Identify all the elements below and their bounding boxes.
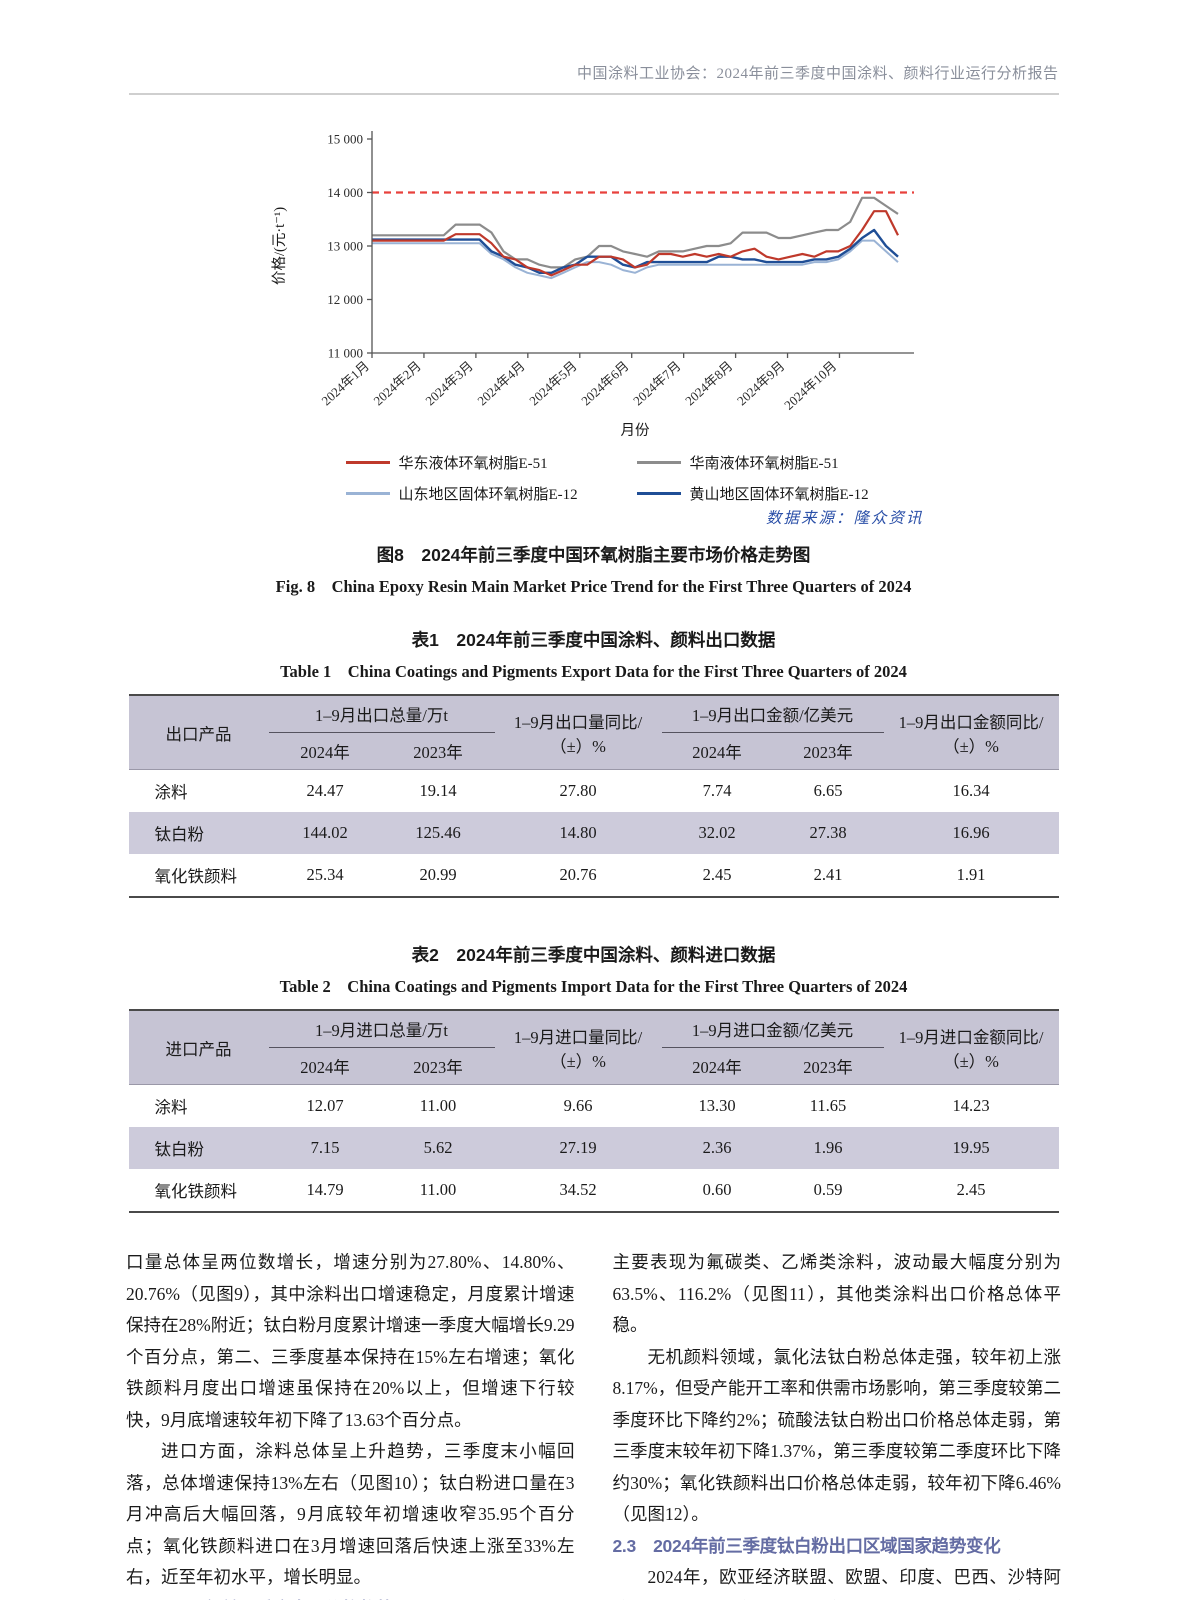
svg-text:月份: 月份 xyxy=(620,422,649,439)
svg-text:2024年7月: 2024年7月 xyxy=(630,358,684,408)
figure-8-chart: 15 000 14 000 13 000 12 000 11 000 2024年1月 202… xyxy=(254,121,934,528)
table-row: 涂料 24.47 19.14 27.80 7.74 6.65 16.34 xyxy=(154,781,990,802)
col-header-2023: 2023年 xyxy=(381,1047,495,1085)
col-header-qty-group: 1–9月进口总量/万t xyxy=(268,1010,495,1048)
chart-legend: 华东液体环氧树脂E-51 华南液体环氧树脂E-51 山东地区固体环氧树脂E-12 黄山… xyxy=(284,452,934,504)
section-heading-2-3: 2.3 2024年前三季度钛白粉出口区域国家趋势变化 xyxy=(612,1535,1001,1556)
legend-label: 黄山地区固体环氧树脂E-12 xyxy=(689,487,869,503)
figure-caption-zh: 图8 2024年前三季度中国环氧树脂主要市场价格走势图 xyxy=(376,545,811,565)
table-row: 钛白粉 144.02 125.46 14.80 32.02 27.38 16.96 xyxy=(128,812,1059,854)
right-column: 主要表现为氟碳类、乙烯类涂料，波动最大幅度分别为63.5%、116.2%（见图1… xyxy=(613,1247,1062,1600)
col-header-2024: 2024年 xyxy=(268,732,382,770)
col-header-amt-group: 1–9月出口金额/亿美元 xyxy=(661,695,884,733)
col-header-2024: 2024年 xyxy=(268,1047,382,1085)
paragraph: 无机颜料领域，氯化法钛白粉总体走强，较年初上涨8.17%，但受产能开工率和供需市… xyxy=(612,1346,1062,1525)
section-heading-2-2: 2.2 2024年前三季度出口价格趋势 xyxy=(126,1594,575,1600)
paragraph: 口量总体呈两位数增长，增速分别为27.80%、14.80%、20.76%（见图9… xyxy=(126,1252,575,1430)
svg-text:2024年2月: 2024年2月 xyxy=(370,358,424,408)
table1-title-en: Table 1 China Coatings and Pigments Expo… xyxy=(280,662,907,681)
export-table: 出口产品 1–9月出口总量/万t 1–9月出口量同比/（±）% 1–9月出口金额… xyxy=(128,694,1059,898)
figure-caption-en: Fig. 8 China Epoxy Resin Main Market Pri… xyxy=(275,577,912,596)
col-header-2024: 2024年 xyxy=(661,1047,773,1085)
paragraph: 进口方面，涂料总体呈上升趋势，三季度末小幅回落，总体增速保持13%左右（见图10… xyxy=(126,1441,575,1587)
svg-text:价格/(元·t⁻¹): 价格/(元·t⁻¹) xyxy=(271,207,288,285)
legend-line-swatch xyxy=(636,492,681,495)
col-header-amt-yoy: 1–9月出口金额同比/（±）% xyxy=(883,695,1059,770)
svg-text:2024年6月: 2024年6月 xyxy=(578,358,632,408)
col-header-product: 出口产品 xyxy=(128,695,269,770)
legend-label: 华南液体环氧树脂E-51 xyxy=(689,456,839,472)
svg-text:15 000: 15 000 xyxy=(327,132,363,147)
col-header-qty-group: 1–9月出口总量/万t xyxy=(268,695,495,733)
svg-text:2024年4月: 2024年4月 xyxy=(474,358,528,408)
table-row: 涂料 12.07 11.00 9.66 13.30 11.65 14.23 xyxy=(154,1096,990,1117)
legend-item: 华东液体环氧树脂E-51 xyxy=(345,452,581,473)
paragraph: 2024年，欧亚经济联盟、欧盟、印度、巴西、沙特阿拉伯5个组织/国家对我国钛白粉… xyxy=(613,1567,1062,1600)
svg-text:2024年3月: 2024年3月 xyxy=(422,358,476,408)
legend-item: 山东地区固体环氧树脂E-12 xyxy=(345,483,581,504)
table-row: 钛白粉 7.15 5.62 27.19 2.36 1.96 19.95 xyxy=(128,1127,1059,1169)
col-header-2023: 2023年 xyxy=(772,732,884,770)
svg-text:2024年8月: 2024年8月 xyxy=(682,358,736,408)
col-header-2023: 2023年 xyxy=(772,1047,884,1085)
import-table: 进口产品 1–9月进口总量/万t 1–9月进口量同比/（±）% 1–9月进口金额… xyxy=(128,1009,1059,1213)
col-header-product: 进口产品 xyxy=(128,1010,269,1085)
col-header-qty-yoy: 1–9月进口量同比/（±）% xyxy=(494,1010,662,1085)
legend-label: 华东液体环氧树脂E-51 xyxy=(398,456,548,472)
svg-text:11 000: 11 000 xyxy=(327,346,362,361)
svg-text:14 000: 14 000 xyxy=(327,185,363,200)
table-row: 氧化铁颜料 14.79 11.00 34.52 0.60 0.59 2.45 xyxy=(154,1180,986,1201)
svg-text:12 000: 12 000 xyxy=(327,292,363,307)
legend-item: 黄山地区固体环氧树脂E-12 xyxy=(636,483,872,504)
header-rule xyxy=(128,93,1059,95)
price-trend-chart: 15 000 14 000 13 000 12 000 11 000 2024年1月 202… xyxy=(254,121,934,448)
svg-text:2024年10月: 2024年10月 xyxy=(781,358,839,413)
col-header-2023: 2023年 xyxy=(381,732,495,770)
legend-line-swatch xyxy=(345,461,390,464)
body-text: 口量总体呈两位数增长，增速分别为27.80%、14.80%、20.76%（见图9… xyxy=(126,1247,1061,1600)
col-header-amt-yoy: 1–9月进口金额同比/（±）% xyxy=(883,1010,1059,1085)
data-source-note: 数据来源：隆众资讯 xyxy=(765,510,924,527)
svg-text:2024年9月: 2024年9月 xyxy=(734,358,788,408)
table2-title-en: Table 2 China Coatings and Pigments Impo… xyxy=(279,977,908,996)
left-column: 口量总体呈两位数增长，增速分别为27.80%、14.80%、20.76%（见图9… xyxy=(126,1247,575,1600)
legend-line-swatch xyxy=(345,492,390,495)
col-header-qty-yoy: 1–9月出口量同比/（±）% xyxy=(494,695,662,770)
paragraph: 主要表现为氟碳类、乙烯类涂料，波动最大幅度分别为63.5%、116.2%（见图1… xyxy=(612,1252,1062,1335)
svg-text:2024年1月: 2024年1月 xyxy=(318,358,372,408)
table2-title-zh: 表2 2024年前三季度中国涂料、颜料进口数据 xyxy=(411,945,776,965)
table-row: 氧化铁颜料 25.34 20.99 20.76 2.45 2.41 1.91 xyxy=(154,865,986,886)
legend-item: 华南液体环氧树脂E-51 xyxy=(636,452,872,473)
legend-line-swatch xyxy=(636,461,681,464)
svg-text:2024年5月: 2024年5月 xyxy=(526,358,580,408)
col-header-amt-group: 1–9月进口金额/亿美元 xyxy=(661,1010,884,1048)
running-header: 中国涂料工业协会：2024年前三季度中国涂料、颜料行业运行分析报告 xyxy=(576,66,1059,82)
legend-label: 山东地区固体环氧树脂E-12 xyxy=(398,487,578,503)
col-header-2024: 2024年 xyxy=(661,732,773,770)
table1-title-zh: 表1 2024年前三季度中国涂料、颜料出口数据 xyxy=(411,630,776,650)
svg-text:13 000: 13 000 xyxy=(327,239,363,254)
